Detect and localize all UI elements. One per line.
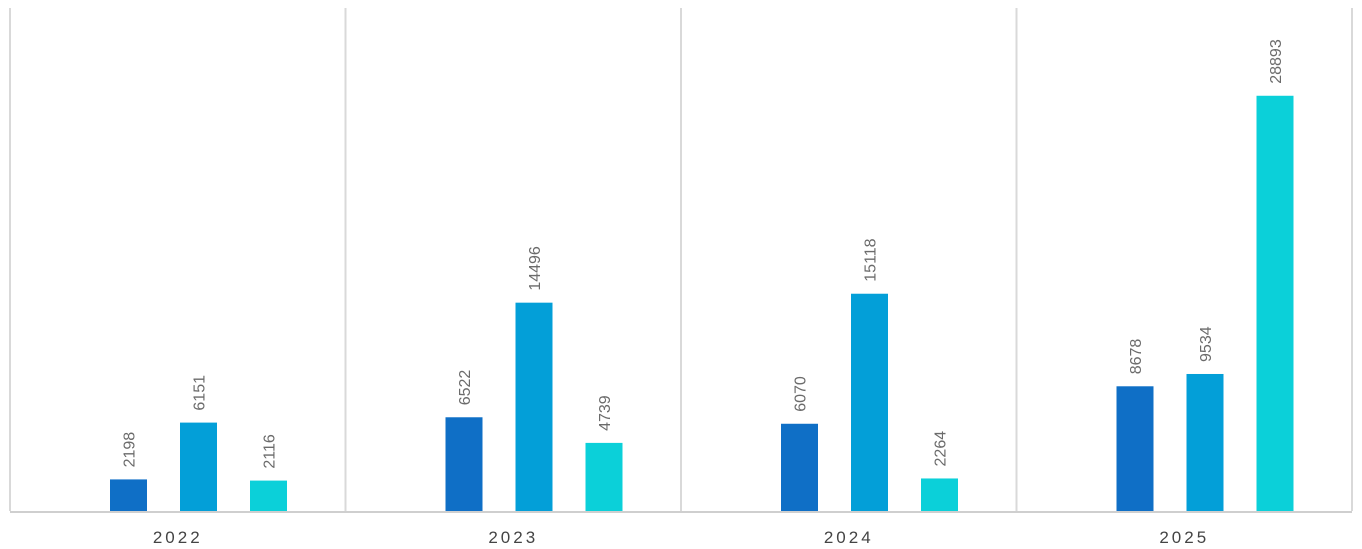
x-tick-label-2023: 2023 <box>488 528 538 547</box>
bar-2025-series-2 <box>1186 373 1224 511</box>
bar-2022-series-2 <box>180 422 217 511</box>
bar-2022-series-3 <box>250 480 287 511</box>
data-label-2024-series-1: 6070 <box>793 376 810 412</box>
x-axis-tick-labels: 2022 2023 2024 2025 <box>153 528 1209 547</box>
data-label-2025-series-2: 9534 <box>1198 326 1215 362</box>
data-label-2023-series-3: 4739 <box>597 395 614 431</box>
data-label-2022-series-1: 2198 <box>122 432 139 468</box>
bar-2025-series-1 <box>1116 386 1154 511</box>
bar-2023-series-3 <box>585 442 623 511</box>
bars-layer <box>110 95 1294 512</box>
data-label-2024-series-3: 2264 <box>933 431 950 467</box>
data-label-2025-series-3: 28893 <box>1268 39 1285 84</box>
x-tick-label-2022: 2022 <box>153 528 203 547</box>
data-label-2023-series-2: 14496 <box>527 246 544 291</box>
bar-2024-series-3 <box>921 478 958 511</box>
bar-2025-series-3 <box>1256 95 1294 512</box>
category-separators <box>9 8 1353 511</box>
x-tick-label-2025: 2025 <box>1159 528 1209 547</box>
data-labels-layer: 2198 6151 2116 6522 14496 4739 6070 15118 2264 86… <box>122 39 1286 468</box>
data-label-2024-series-2: 15118 <box>863 238 880 281</box>
data-label-2022-series-2: 6151 <box>192 375 209 411</box>
data-label-2025-series-1: 8678 <box>1128 339 1145 375</box>
x-tick-label-2024: 2024 <box>824 528 874 547</box>
data-label-2022-series-3: 2116 <box>262 434 279 469</box>
bar-2024-series-2 <box>851 293 888 511</box>
bar-2023-series-1 <box>445 417 483 511</box>
bar-2023-series-2 <box>515 302 553 511</box>
bar-2024-series-1 <box>781 423 818 511</box>
data-label-2023-series-1: 6522 <box>457 370 474 406</box>
bar-2022-series-1 <box>110 479 147 511</box>
